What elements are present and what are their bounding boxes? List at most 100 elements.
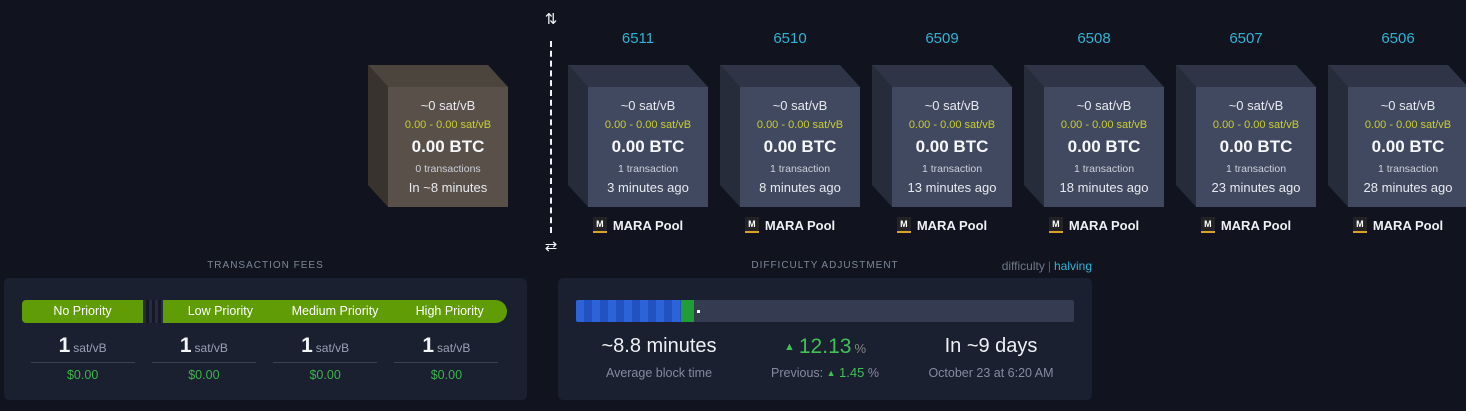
pool-logo-icon: M	[592, 217, 607, 233]
pool-name: MARA Pool	[1220, 217, 1292, 233]
pool-logo-icon: M	[744, 217, 759, 233]
block-tx-count: 1 transaction	[1377, 162, 1439, 175]
mined-block[interactable]: ~0 sat/vB 0.00 - 0.00 sat/vB 0.00 BTC 1 …	[568, 65, 708, 207]
priority-segments: Low Priority Medium Priority High Priori…	[163, 300, 507, 323]
transaction-fees-title: TRANSACTION FEES	[207, 260, 324, 271]
block-feerate: ~0 sat/vB	[1076, 97, 1132, 113]
average-block-time-label: Average block time	[605, 366, 713, 380]
difficulty-change: ▲ 12.13% Previous: ▲ 1.45 %	[742, 335, 908, 380]
fee-divider	[30, 362, 135, 363]
pool-name: MARA Pool	[916, 217, 988, 233]
mining-pool-link[interactable]: M MARA Pool	[568, 217, 708, 233]
medium-priority-segment: Medium Priority	[291, 304, 379, 318]
fee-rate-unit: sat/vB	[437, 341, 471, 355]
block-6508: 6508 ~0 sat/vB 0.00 - 0.00 sat/vB 0.00 B…	[1024, 30, 1164, 233]
low-priority-segment: Low Priority	[187, 304, 253, 318]
block-feerate: ~0 sat/vB	[924, 97, 980, 113]
fee-rate-value: 1	[301, 334, 313, 357]
fee-rate-unit: sat/vB	[194, 341, 228, 355]
block-6511: 6511 ~0 sat/vB 0.00 - 0.00 sat/vB 0.00 B…	[568, 30, 708, 233]
mined-block[interactable]: ~0 sat/vB 0.00 - 0.00 sat/vB 0.00 BTC 1 …	[1024, 65, 1164, 207]
mining-pool-link[interactable]: M MARA Pool	[720, 217, 860, 233]
block-6507: 6507 ~0 sat/vB 0.00 - 0.00 sat/vB 0.00 B…	[1176, 30, 1316, 233]
pool-name: MARA Pool	[764, 217, 836, 233]
block-left-face	[1024, 65, 1044, 207]
mined-block[interactable]: ~0 sat/vB 0.00 - 0.00 sat/vB 0.00 BTC 1 …	[720, 65, 860, 207]
block-fee-range: 0.00 - 0.00 sat/vB	[756, 118, 844, 131]
block-fee-range: 0.00 - 0.00 sat/vB	[908, 118, 996, 131]
next-adjustment: In ~9 days October 23 at 6:20 AM	[908, 335, 1074, 380]
progress-blue	[576, 300, 681, 322]
previous-label: Previous:	[771, 366, 824, 381]
pending-tx-count: 0 transactions	[415, 162, 481, 175]
block-height-link[interactable]: 6508	[1077, 30, 1111, 47]
fee-usd-value: $0.00	[66, 368, 99, 382]
pending-block[interactable]: ~0 sat/vB 0.00 - 0.00 sat/vB 0.00 BTC 0 …	[368, 65, 508, 207]
mined-block[interactable]: ~0 sat/vB 0.00 - 0.00 sat/vB 0.00 BTC 1 …	[872, 65, 1012, 207]
block-time-ago: 13 minutes ago	[907, 180, 997, 196]
change-up-arrow-icon: ▲	[783, 341, 795, 353]
pending-fee-range: 0.00 - 0.00 sat/vB	[404, 118, 492, 131]
pool-name: MARA Pool	[612, 217, 684, 233]
difficulty-toggle-option[interactable]: difficulty	[1001, 259, 1045, 273]
block-height-link[interactable]: 6510	[773, 30, 807, 47]
pool-logo-icon: M	[1048, 217, 1063, 233]
block-top-face	[1328, 65, 1466, 87]
block-top-face	[720, 65, 860, 87]
mined-block[interactable]: ~0 sat/vB 0.00 - 0.00 sat/vB 0.00 BTC 1 …	[1176, 65, 1316, 207]
transaction-fees-panel: No Priority Low Priority Medium Priority…	[4, 278, 527, 400]
block-time-ago: 28 minutes ago	[1363, 180, 1453, 196]
block-front-face: ~0 sat/vB 0.00 - 0.00 sat/vB 0.00 BTC 1 …	[588, 87, 708, 207]
fee-divider	[273, 362, 378, 363]
block-total-btc: 0.00 BTC	[1067, 136, 1141, 156]
block-front-face: ~0 sat/vB 0.00 - 0.00 sat/vB 0.00 BTC 1 …	[740, 87, 860, 207]
pending-eta: In ~8 minutes	[408, 180, 488, 196]
high-priority-fee: 1 sat/vB $0.00	[386, 334, 507, 382]
fee-divider	[151, 362, 256, 363]
pool-name: MARA Pool	[1068, 217, 1140, 233]
block-fee-range: 0.00 - 0.00 sat/vB	[1060, 118, 1148, 131]
block-front-face: ~0 sat/vB 0.00 - 0.00 sat/vB 0.00 BTC 1 …	[1044, 87, 1164, 207]
block-feerate: ~0 sat/vB	[620, 97, 676, 113]
mined-block[interactable]: ~0 sat/vB 0.00 - 0.00 sat/vB 0.00 BTC 1 …	[1328, 65, 1466, 207]
block-time-ago: 8 minutes ago	[759, 180, 841, 196]
mining-pool-link[interactable]: M MARA Pool	[872, 217, 1012, 233]
medium-priority-fee: 1 sat/vB $0.00	[265, 334, 386, 382]
block-tx-count: 1 transaction	[617, 162, 679, 175]
block-left-face	[568, 65, 588, 207]
block-front-face: ~0 sat/vB 0.00 - 0.00 sat/vB 0.00 BTC 1 …	[1196, 87, 1316, 207]
block-height-link[interactable]: 6511	[621, 30, 655, 47]
pending-block-left-face	[368, 65, 388, 207]
block-top-face	[568, 65, 708, 87]
mining-pool-link[interactable]: M MARA Pool	[1328, 217, 1466, 233]
block-height-link[interactable]: 6506	[1381, 30, 1415, 47]
block-tx-count: 1 transaction	[1225, 162, 1287, 175]
block-height-link[interactable]: 6507	[1229, 30, 1263, 47]
previous-unit: %	[867, 366, 879, 381]
difficulty-adjustment-panel: ~8.8 minutes Average block time ▲ 12.13% …	[558, 278, 1092, 400]
block-height-link[interactable]: 6509	[925, 30, 959, 47]
pool-logo-icon: M	[896, 217, 911, 233]
swap-arrows-icon[interactable]: ⇄	[544, 238, 558, 255]
block-top-face	[1024, 65, 1164, 87]
progress-dot	[696, 309, 700, 313]
pool-name: MARA Pool	[1372, 217, 1444, 233]
fee-divider	[394, 362, 499, 363]
mining-pool-link[interactable]: M MARA Pool	[1024, 217, 1164, 233]
block-tx-count: 1 transaction	[1073, 162, 1135, 175]
difficulty-adjustment-title: DIFFICULTY ADJUSTMENT	[751, 260, 899, 271]
toggle-separator: |	[1047, 259, 1051, 273]
block-fee-range: 0.00 - 0.00 sat/vB	[1364, 118, 1452, 131]
fee-rate-value: 1	[179, 334, 192, 357]
progress-green	[680, 300, 694, 322]
block-6506: 6506 ~0 sat/vB 0.00 - 0.00 sat/vB 0.00 B…	[1328, 30, 1466, 233]
block-tx-count: 1 transaction	[921, 162, 983, 175]
halving-toggle-option[interactable]: halving	[1053, 259, 1092, 273]
pool-logo-icon: M	[1352, 217, 1367, 233]
fee-rate-unit: sat/vB	[315, 341, 350, 355]
average-block-time: ~8.8 minutes Average block time	[576, 335, 742, 380]
block-time-ago: 3 minutes ago	[607, 180, 689, 196]
mining-pool-link[interactable]: M MARA Pool	[1176, 217, 1316, 233]
block-time-ago: 23 minutes ago	[1211, 180, 1301, 196]
vertical-arrows-icon[interactable]: ⇅	[544, 11, 558, 28]
